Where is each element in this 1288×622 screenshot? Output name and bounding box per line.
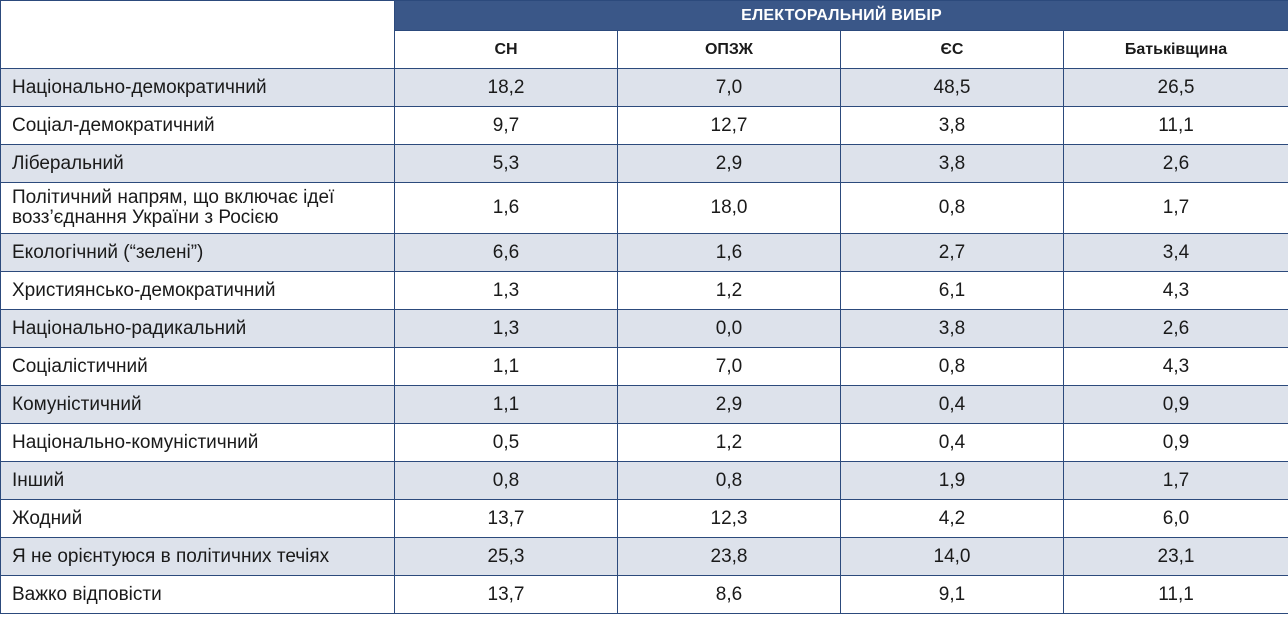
value-cell: 1,3: [394, 271, 618, 310]
column-header-es: ЄС: [840, 30, 1064, 69]
value-cell: 23,1: [1062, 537, 1288, 576]
value-cell: 4,3: [1062, 347, 1288, 386]
value-cell: 1,9: [840, 461, 1064, 500]
value-cell: 2,9: [617, 385, 841, 424]
value-cell: 12,7: [617, 106, 841, 145]
value-cell: 1,7: [1062, 461, 1288, 500]
value-cell: 5,3: [394, 144, 618, 183]
value-cell: 26,5: [1062, 68, 1288, 107]
value-cell: 0,9: [1062, 385, 1288, 424]
value-cell: 6,6: [394, 233, 618, 272]
value-cell: 4,2: [840, 499, 1064, 538]
value-cell: 1,3: [394, 309, 618, 348]
table-row: Жодний 13,7 12,3 4,2 6,0: [0, 499, 1288, 538]
value-cell: 0,0: [617, 309, 841, 348]
value-cell: 2,9: [617, 144, 841, 183]
table-row: Християнсько-демократичний 1,3 1,2 6,1 4,3: [0, 271, 1288, 310]
value-cell: 0,8: [840, 347, 1064, 386]
value-cell: 23,8: [617, 537, 841, 576]
value-cell: 0,9: [1062, 423, 1288, 462]
value-cell: 18,0: [617, 182, 841, 234]
value-cell: 13,7: [394, 575, 618, 614]
column-header-batkivshchyna: Батьківщина: [1062, 30, 1288, 69]
table-row: Національно-комуністичний 0,5 1,2 0,4 0,9: [0, 423, 1288, 462]
column-header-row: СН ОПЗЖ ЄС Батьківщина: [1, 30, 1288, 69]
value-cell: 11,1: [1062, 106, 1288, 145]
value-cell: 9,1: [840, 575, 1064, 614]
table-row: Національно-радикальний 1,3 0,0 3,8 2,6: [0, 309, 1288, 348]
table-row: Національно-демократичний 18,2 7,0 48,5 26,5: [0, 68, 1288, 107]
value-cell: 1,7: [1062, 182, 1288, 234]
table-row: Ліберальний 5,3 2,9 3,8 2,6: [0, 144, 1288, 183]
table-row: Я не орієнтуюся в політичних течіях 25,3 2…: [0, 537, 1288, 576]
value-cell: 0,5: [394, 423, 618, 462]
value-cell: 3,8: [840, 309, 1064, 348]
value-cell: 0,8: [840, 182, 1064, 234]
table-row: Важко відповісти 13,7 8,6 9,1 11,1: [0, 575, 1288, 614]
table-row: Політичний напрям, що включає ідеї возз’…: [0, 182, 1288, 234]
row-label: Я не орієнтуюся в політичних течіях: [0, 537, 395, 576]
table-row: Комуністичний 1,1 2,9 0,4 0,9: [0, 385, 1288, 424]
value-cell: 1,6: [394, 182, 618, 234]
row-label: Національно-радикальний: [0, 309, 395, 348]
row-label: Соціал-демократичний: [0, 106, 395, 145]
table-body: Національно-демократичний 18,2 7,0 48,5 26,5…: [0, 68, 1288, 614]
row-label: Національно-демократичний: [0, 68, 395, 107]
group-header-row: ЕЛЕКТОРАЛЬНИЙ ВИБІР: [0, 0, 1288, 69]
header-corner-cell: [0, 0, 395, 69]
row-label: Важко відповісти: [0, 575, 395, 614]
value-cell: 1,2: [617, 423, 841, 462]
value-cell: 0,8: [394, 461, 618, 500]
value-cell: 7,0: [617, 347, 841, 386]
value-cell: 1,1: [394, 385, 618, 424]
table-row: Інший 0,8 0,8 1,9 1,7: [0, 461, 1288, 500]
value-cell: 1,6: [617, 233, 841, 272]
column-header-sn: СН: [394, 30, 618, 69]
value-cell: 12,3: [617, 499, 841, 538]
value-cell: 13,7: [394, 499, 618, 538]
value-cell: 11,1: [1062, 575, 1288, 614]
value-cell: 9,7: [394, 106, 618, 145]
value-cell: 8,6: [617, 575, 841, 614]
value-cell: 18,2: [394, 68, 618, 107]
value-cell: 2,7: [840, 233, 1064, 272]
row-label: Жодний: [0, 499, 395, 538]
value-cell: 0,8: [617, 461, 841, 500]
value-cell: 14,0: [840, 537, 1064, 576]
row-label: Комуністичний: [0, 385, 395, 424]
value-cell: 1,2: [617, 271, 841, 310]
group-header: ЕЛЕКТОРАЛЬНИЙ ВИБІР: [393, 0, 1288, 31]
column-header-opzzh: ОПЗЖ: [617, 30, 841, 69]
row-label: Екологічний (“зелені”): [0, 233, 395, 272]
value-cell: 3,8: [840, 144, 1064, 183]
row-label: Політичний напрям, що включає ідеї возз’…: [0, 182, 395, 234]
row-label: Християнсько-демократичний: [0, 271, 395, 310]
value-cell: 4,3: [1062, 271, 1288, 310]
value-cell: 48,5: [840, 68, 1064, 107]
value-cell: 2,6: [1062, 309, 1288, 348]
table-row: Екологічний (“зелені”) 6,6 1,6 2,7 3,4: [0, 233, 1288, 272]
value-cell: 2,6: [1062, 144, 1288, 183]
row-label: Ліберальний: [0, 144, 395, 183]
value-cell: 0,4: [840, 385, 1064, 424]
row-label: Інший: [0, 461, 395, 500]
value-cell: 1,1: [394, 347, 618, 386]
row-label: Національно-комуністичний: [0, 423, 395, 462]
table-row: Соціал-демократичний 9,7 12,7 3,8 11,1: [0, 106, 1288, 145]
value-cell: 6,1: [840, 271, 1064, 310]
value-cell: 0,4: [840, 423, 1064, 462]
value-cell: 3,4: [1062, 233, 1288, 272]
value-cell: 25,3: [394, 537, 618, 576]
value-cell: 7,0: [617, 68, 841, 107]
value-cell: 6,0: [1062, 499, 1288, 538]
table-row: Соціалістичний 1,1 7,0 0,8 4,3: [0, 347, 1288, 386]
value-cell: 3,8: [840, 106, 1064, 145]
row-label: Соціалістичний: [0, 347, 395, 386]
